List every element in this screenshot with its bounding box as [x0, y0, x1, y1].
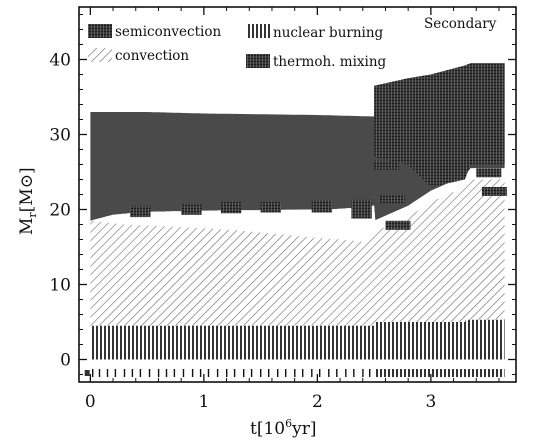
timestep-marker [114, 369, 117, 377]
timestep-marker [302, 369, 304, 377]
semiconvection-patch [220, 202, 242, 214]
legend-label-nuclear-burning: nuclear burning [273, 25, 384, 41]
timestep-marker [294, 369, 296, 377]
timestep-marker [226, 369, 228, 377]
timestep-marker [285, 369, 287, 377]
timestep-marker-dense-band [374, 369, 505, 377]
timestep-marker [182, 369, 185, 377]
axis-ticks [79, 7, 516, 382]
timestep-marker [139, 369, 142, 377]
semiconvection-patch [260, 202, 281, 213]
timestep-marker [191, 369, 194, 377]
timestep-marker [336, 369, 338, 377]
legend-label-semiconvection: semiconvection [115, 24, 221, 40]
timestep-marker [311, 369, 313, 377]
y-axis-label-subscript: r [26, 212, 39, 218]
y-tick-labels: 0 10 20 30 40 [49, 51, 71, 371]
timestep-marker [123, 369, 126, 377]
timestep-marker [268, 369, 270, 377]
timestep-markers [84, 369, 505, 377]
semiconvection-patch [181, 203, 202, 215]
semiconvection-patch [130, 205, 151, 218]
timestep-marker [319, 369, 321, 377]
chart-title: Secondary [424, 16, 497, 32]
timestep-marker [250, 369, 253, 377]
y-tick-label: 30 [49, 126, 71, 146]
semiconvection-patch [385, 220, 411, 230]
timestep-marker [243, 369, 245, 377]
legend: semiconvection nuclear burning convectio… [88, 24, 387, 70]
semiconvection-patch [351, 199, 372, 219]
timestep-marker [131, 369, 134, 377]
x-axis-label: t[106yr] [250, 417, 316, 439]
legend-label-convection: convection [115, 48, 189, 64]
x-tick-label: 3 [425, 392, 436, 412]
x-tick-labels: 0 1 2 3 [85, 392, 436, 412]
timestep-marker [157, 369, 160, 377]
timestep-marker [165, 369, 168, 377]
timestep-marker [98, 369, 101, 377]
legend-swatch-semiconvection [88, 24, 112, 38]
timestep-marker [362, 369, 364, 377]
semiconvection-patch [430, 172, 456, 181]
x-tick-label: 1 [198, 392, 209, 412]
timestep-marker [353, 369, 355, 377]
y-tick-label: 20 [49, 201, 71, 221]
legend-swatch-thermoh-mixing [246, 54, 270, 68]
timestep-marker [260, 369, 262, 377]
timestep-marker [148, 369, 151, 377]
timestep-marker [92, 369, 94, 377]
legend-label-thermoh-mixing: thermoh. mixing [273, 54, 387, 70]
y-tick-label: 0 [60, 351, 71, 371]
semiconvection-patch [379, 194, 405, 204]
plot-area [90, 63, 507, 382]
y-axis-label: Mr[M⊙] [17, 167, 39, 235]
timestep-marker [207, 369, 210, 377]
timestep-marker [106, 369, 109, 377]
x-tick-label: 2 [312, 392, 323, 412]
y-axis-label-unit: [M⊙] [17, 167, 37, 212]
radiative-gap-region [90, 168, 505, 243]
nuclear-burning-region [90, 319, 505, 360]
y-tick-label: 40 [49, 51, 71, 71]
x-axis-label-exponent: 6 [285, 417, 292, 430]
y-axis-label-base: M [17, 218, 37, 235]
timestep-marker [233, 369, 236, 377]
thermohaline-mixing-region [374, 63, 505, 187]
timestep-marker [328, 369, 330, 377]
timestep-marker [173, 369, 176, 377]
timestep-marker [216, 369, 219, 377]
legend-swatch-convection [88, 48, 112, 62]
semiconvection-patch [481, 187, 507, 196]
legend-swatch-nuclear-burning [246, 24, 270, 38]
timestep-marker [369, 369, 371, 377]
convection-region [90, 179, 505, 326]
timestep-marker [277, 369, 279, 377]
x-axis-label-base: t[10 [250, 419, 285, 439]
semiconvection-patch [311, 200, 333, 213]
x-tick-label: 0 [85, 392, 96, 412]
timestep-marker [199, 369, 202, 377]
x-axis-label-unit: yr] [291, 419, 316, 439]
y-tick-label: 10 [49, 276, 71, 296]
semiconvection-patch [374, 160, 400, 170]
timestep-marker-start [84, 370, 90, 376]
semiconvection-patch [476, 168, 502, 178]
timestep-marker [345, 369, 347, 377]
